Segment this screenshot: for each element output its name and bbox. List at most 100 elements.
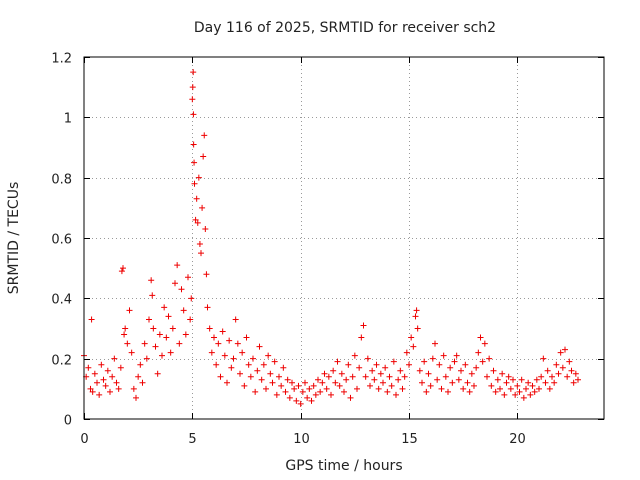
data-point: [555, 370, 562, 377]
data-point: [150, 325, 157, 332]
data-point: [369, 367, 376, 374]
data-point: [189, 84, 196, 91]
data-point: [126, 307, 133, 314]
data-point: [416, 367, 423, 374]
data-point: [510, 376, 516, 383]
data-point: [460, 385, 467, 392]
data-point: [143, 355, 150, 362]
y-tick-label: 0.4: [51, 293, 72, 308]
data-point: [172, 280, 178, 287]
data-point: [471, 382, 477, 389]
data-point: [455, 376, 462, 383]
data-point: [208, 349, 215, 356]
data-point: [442, 373, 449, 380]
data-point: [568, 367, 575, 374]
data-point: [362, 373, 369, 380]
data-point: [570, 379, 577, 386]
data-point: [133, 394, 139, 401]
data-point: [438, 385, 445, 392]
data-point: [406, 361, 412, 368]
x-tick-label: 10: [293, 432, 310, 447]
data-point: [330, 367, 337, 374]
y-tick-label: 1.2: [51, 52, 72, 67]
data-point: [118, 268, 125, 275]
data-point: [447, 364, 454, 371]
data-point: [263, 385, 269, 392]
data-point: [204, 304, 211, 311]
data-point: [544, 367, 551, 374]
x-tick-label: 15: [401, 432, 418, 447]
data-point: [260, 361, 267, 368]
axis-ticks: [84, 57, 604, 420]
data-point: [542, 379, 549, 386]
data-point: [161, 304, 168, 311]
data-point: [128, 349, 135, 356]
data-point: [564, 373, 571, 380]
data-point: [265, 352, 272, 359]
data-point: [473, 364, 480, 371]
x-tick-label: 20: [509, 432, 526, 447]
data-point: [386, 373, 393, 380]
data-point: [188, 295, 195, 302]
data-point: [94, 379, 100, 386]
data-point: [187, 316, 194, 323]
data-point: [250, 355, 256, 362]
data-point: [538, 373, 545, 380]
data-point: [130, 385, 137, 392]
data-point: [224, 379, 230, 386]
data-point: [146, 316, 152, 323]
data-point: [135, 373, 142, 380]
data-point: [308, 397, 315, 404]
data-point: [289, 379, 295, 386]
y-tick-label: 0.2: [51, 354, 72, 369]
data-point: [243, 334, 250, 341]
data-point: [302, 379, 308, 386]
data-point: [503, 379, 510, 386]
data-point: [213, 361, 220, 368]
data-point: [401, 373, 408, 380]
data-point: [468, 370, 475, 377]
data-point: [269, 379, 276, 386]
data-point: [226, 337, 233, 344]
data-point: [117, 364, 124, 371]
data-point: [475, 349, 482, 356]
data-point: [96, 391, 103, 398]
data-point: [286, 394, 293, 401]
data-point: [202, 225, 209, 232]
data-point: [149, 292, 156, 299]
data-point: [549, 373, 555, 380]
data-point: [377, 370, 384, 377]
data-point: [241, 382, 248, 389]
data-point: [410, 343, 417, 350]
data-point: [258, 376, 265, 383]
data-point: [107, 388, 113, 395]
data-point: [572, 370, 579, 377]
data-point: [395, 376, 402, 383]
data-point: [219, 328, 226, 335]
data-point: [252, 388, 259, 395]
data-point: [332, 379, 339, 386]
data-point: [121, 331, 128, 338]
data-point: [494, 376, 501, 383]
data-point: [419, 379, 425, 386]
data-point: [297, 400, 304, 407]
data-point: [434, 376, 441, 383]
data-point: [137, 361, 144, 368]
data-point: [310, 382, 317, 389]
data-point: [501, 391, 508, 398]
data-point: [490, 367, 497, 374]
data-point: [239, 349, 246, 356]
data-point: [492, 388, 499, 395]
data-point: [399, 385, 406, 392]
data-point: [317, 388, 324, 395]
data-point: [230, 355, 237, 362]
data-point: [180, 307, 187, 314]
x-tick-labels: 0 5 10 15 20: [80, 432, 525, 447]
data-point: [403, 349, 410, 356]
data-point: [280, 364, 287, 371]
data-point: [533, 376, 540, 383]
data-point: [520, 394, 527, 401]
grid-lines: [84, 57, 604, 419]
data-point: [194, 219, 201, 226]
data-point: [390, 358, 397, 365]
